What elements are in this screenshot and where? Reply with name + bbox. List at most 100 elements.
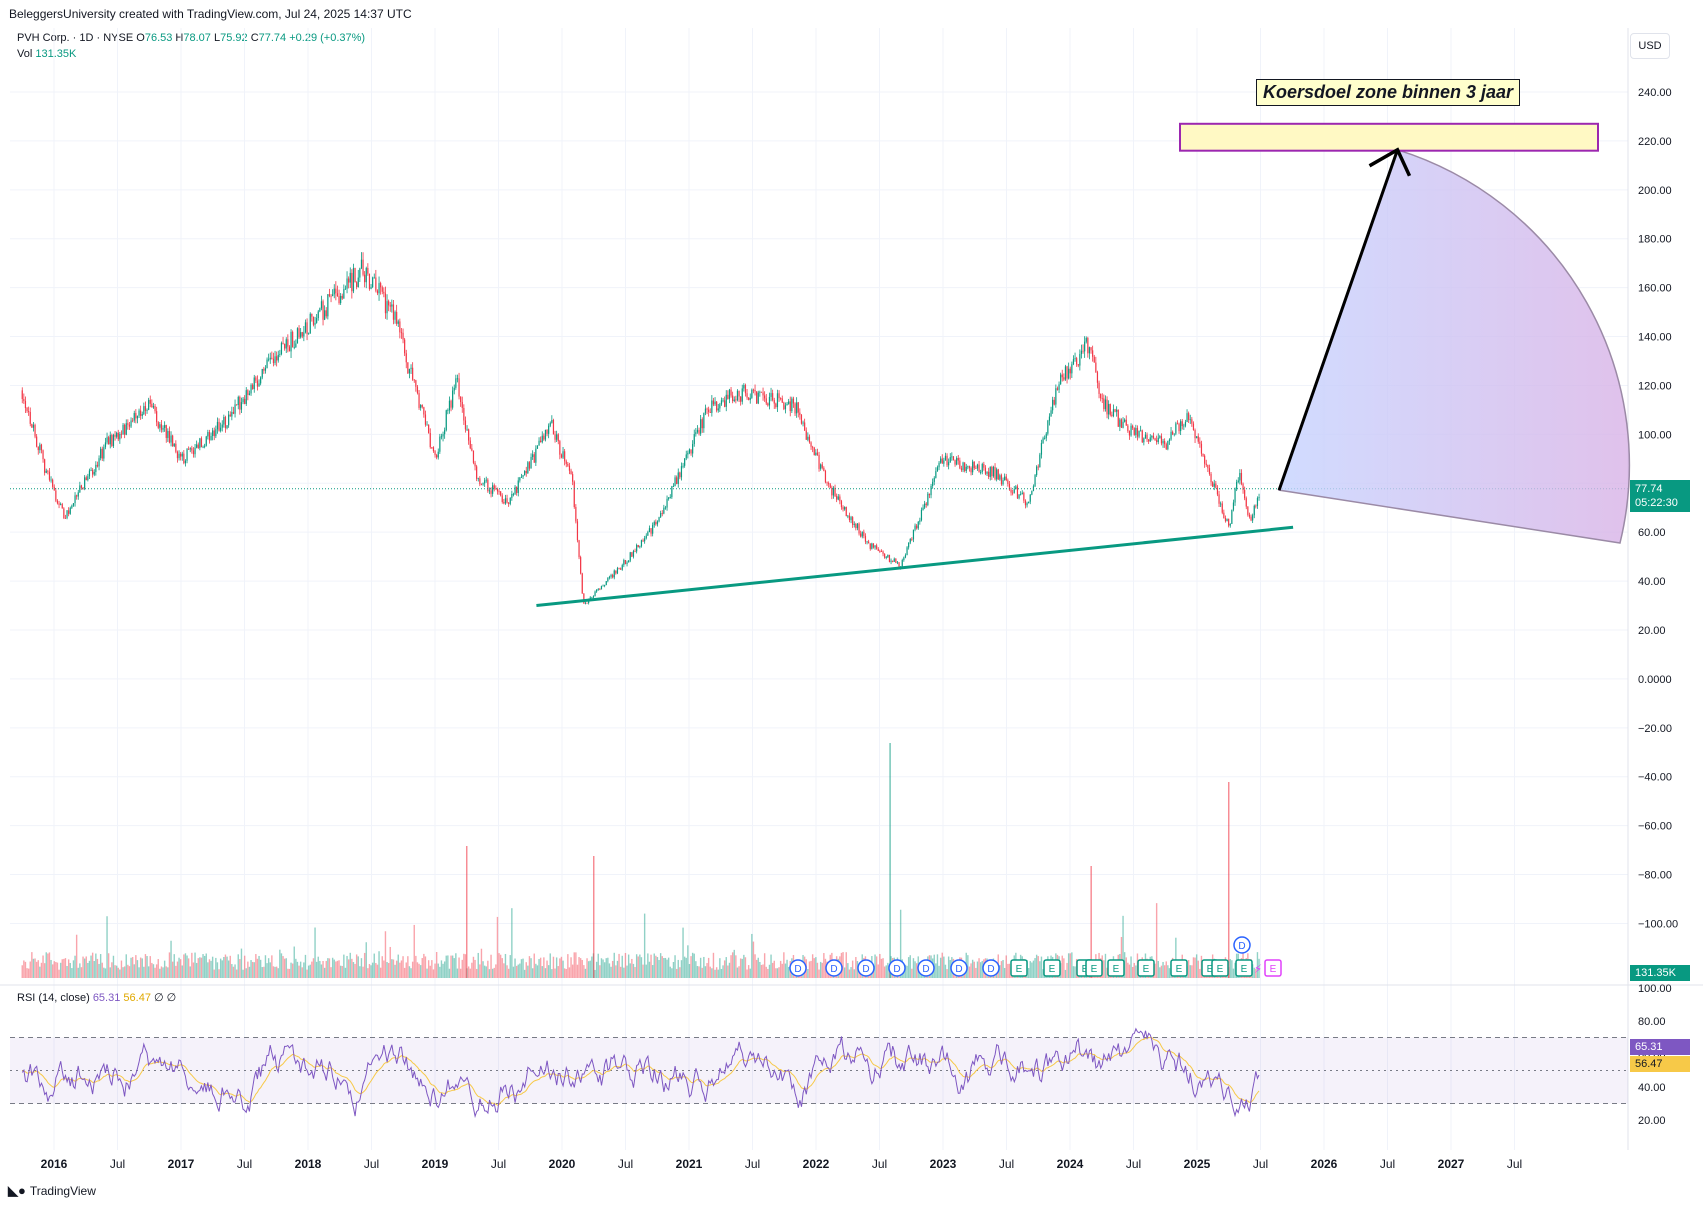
volume-bar <box>842 952 844 978</box>
drawings[interactable] <box>10 122 1631 608</box>
candle-body <box>58 503 60 505</box>
earnings-marker-icon <box>1170 959 1188 977</box>
volume-bar <box>779 960 782 978</box>
volume-bar <box>203 955 206 978</box>
volume-bar <box>1002 959 1004 978</box>
last-price-tag: 77.74 05:22:30 <box>1630 480 1690 512</box>
volume-bar <box>131 957 134 978</box>
candle-body <box>762 392 764 396</box>
candle-body <box>188 449 190 450</box>
candle-body <box>930 485 932 496</box>
candle-body <box>720 400 723 405</box>
candle-body <box>359 268 361 278</box>
candle-body <box>199 438 201 448</box>
volume-bar <box>210 960 212 978</box>
volume-legend[interactable]: Vol 131.35K <box>17 48 76 60</box>
volume-bar <box>285 958 287 978</box>
candle-body <box>336 293 339 297</box>
rsi-legend[interactable]: RSI (14, close) 65.31 56.47 ∅ ∅ <box>17 991 176 1004</box>
volume-bar <box>554 968 556 978</box>
candle-body <box>42 450 44 460</box>
candle-body <box>442 434 444 437</box>
volume-bar <box>194 952 196 978</box>
volume-bar <box>738 966 740 978</box>
volume-bar <box>232 966 235 978</box>
candle-body <box>1034 475 1036 487</box>
volume-bar <box>523 969 526 978</box>
volume-bar <box>191 952 193 978</box>
candle-body <box>146 409 148 411</box>
candle-body <box>1056 388 1059 390</box>
volume-bar <box>379 967 382 978</box>
candle-body <box>352 267 355 292</box>
candle-body <box>914 525 916 530</box>
candle-body <box>1172 431 1174 435</box>
volume-bar <box>746 969 748 978</box>
candle-body <box>604 585 606 586</box>
candle-body <box>780 398 782 399</box>
currency-button[interactable]: USD <box>1630 33 1670 59</box>
price-tick-label: −20.00 <box>1638 723 1672 735</box>
volume-bar <box>816 962 819 978</box>
volume-bar <box>258 955 260 978</box>
candle-body <box>610 575 612 577</box>
earnings-marker-letter: E <box>1049 964 1056 975</box>
candle-body <box>244 398 246 404</box>
volume-bar <box>501 958 503 978</box>
price-tick-label: −60.00 <box>1638 821 1672 833</box>
volume-bar <box>331 957 334 978</box>
candle-body <box>1141 430 1143 443</box>
earnings-marker-letter: E <box>1217 964 1224 975</box>
volume-bar <box>170 940 172 978</box>
volume-bar <box>589 960 591 978</box>
bar-countdown: 05:22:30 <box>1635 497 1678 509</box>
volume-bar <box>135 955 137 978</box>
volume-bar <box>122 967 124 978</box>
volume-bar <box>674 955 676 978</box>
volume-bar <box>341 965 343 978</box>
candle-body <box>892 560 894 562</box>
time-axis[interactable]: 2016 Jul 2017 Jul 2018 Jul 2019 Jul 2020 Jul 2021 J… <box>41 1157 1523 1171</box>
volume-bar <box>411 961 414 978</box>
volume-bar <box>239 959 241 978</box>
candle-body <box>1092 350 1094 357</box>
candle-body <box>509 497 511 504</box>
volume-bar <box>147 966 150 978</box>
candle-body <box>80 485 83 488</box>
candle-body <box>181 453 183 457</box>
candle-body <box>1048 416 1051 421</box>
price-axis[interactable]: 240.00220.00200.00180.00160.00140.00120.… <box>1638 87 1678 930</box>
candle-body <box>74 495 76 504</box>
footer-brand[interactable]: ◣● TradingView <box>8 1183 96 1199</box>
volume-bar <box>415 955 417 978</box>
candle-body <box>919 520 921 522</box>
earnings-marker-letter: E <box>1016 964 1023 975</box>
event-markers[interactable]: D D D D D D D E E E E E E E E E E ED⚡ <box>789 936 1282 977</box>
candle-body <box>940 458 942 463</box>
candle-body <box>311 313 313 317</box>
candle-body <box>845 507 847 517</box>
volume-bar <box>600 958 603 978</box>
volume-bar <box>338 960 340 978</box>
candle-body <box>591 597 593 599</box>
candle-body <box>1184 422 1187 426</box>
earnings-marker-icon <box>1235 959 1253 977</box>
volume-bar <box>127 964 129 978</box>
volume-bar <box>90 955 92 978</box>
candle-body <box>402 332 404 340</box>
candle-body <box>768 396 771 406</box>
volume-bar <box>544 968 547 978</box>
volume-bar <box>416 962 419 978</box>
candle-body <box>253 377 255 390</box>
candle-body <box>832 487 835 496</box>
candle-body <box>991 466 993 477</box>
target-annotation[interactable]: Koersdoel zone binnen 3 jaar <box>1256 79 1521 106</box>
volume-bar <box>647 953 649 978</box>
candle-body <box>668 497 670 499</box>
candle-body <box>319 308 321 312</box>
candle-body <box>71 505 73 508</box>
candle-body <box>528 462 531 469</box>
time-tick-label: 2018 <box>295 1157 322 1171</box>
